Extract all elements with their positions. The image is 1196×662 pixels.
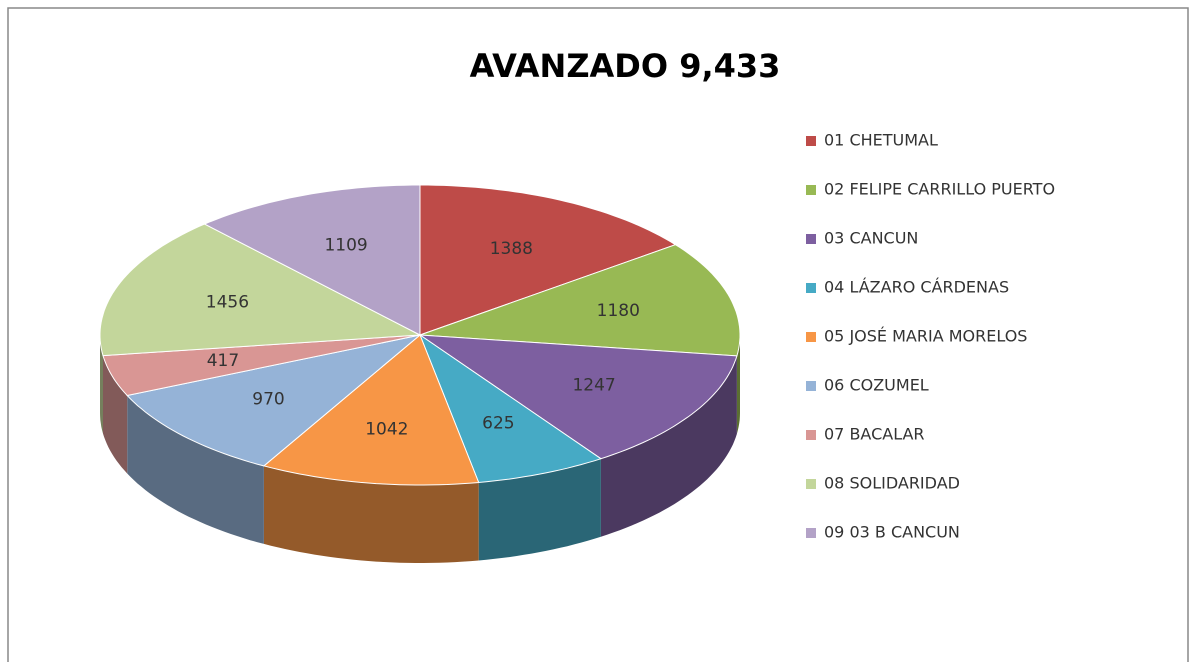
legend-swatch xyxy=(806,136,816,146)
legend-label: 06 COZUMEL xyxy=(824,376,929,395)
legend-label: 02 FELIPE CARRILLO PUERTO xyxy=(824,180,1055,199)
data-label: 1247 xyxy=(572,376,615,396)
data-label: 625 xyxy=(482,414,514,434)
slice xyxy=(99,223,422,357)
data-label: 970 xyxy=(252,390,284,410)
chart-title: AVANZADO 9,433 xyxy=(470,47,781,85)
slice xyxy=(102,334,421,397)
data-label: 1042 xyxy=(365,420,408,440)
data-label: 1109 xyxy=(324,235,367,255)
legend-swatch xyxy=(806,234,816,244)
data-label: 1456 xyxy=(206,292,249,312)
legend-label: 01 CHETUMAL xyxy=(824,131,938,150)
slice-side xyxy=(127,395,264,544)
slice xyxy=(418,334,738,460)
slice-side xyxy=(103,355,128,474)
legend-swatch xyxy=(806,283,816,293)
legend-label: 05 JOSÉ MARIA MORELOS xyxy=(824,327,1027,346)
slice xyxy=(418,333,603,484)
legend-swatch xyxy=(806,332,816,342)
slice-side xyxy=(263,465,479,563)
legend-label: 08 SOLIDARIDAD xyxy=(824,474,960,493)
slice xyxy=(126,334,421,467)
data-label: 417 xyxy=(207,351,239,371)
slice-side xyxy=(736,335,740,434)
slice-side xyxy=(600,355,737,537)
legend-label: 07 BACALAR xyxy=(824,425,925,444)
slice xyxy=(203,184,421,336)
legend-swatch xyxy=(806,185,816,195)
data-label: 1388 xyxy=(490,239,533,259)
data-label: 1180 xyxy=(597,301,640,321)
slice xyxy=(419,184,677,336)
legend-label: 04 LÁZARO CÁRDENAS xyxy=(824,278,1009,297)
legend-swatch xyxy=(806,430,816,440)
legend-label: 03 CANCUN xyxy=(824,229,918,248)
legend-swatch xyxy=(806,381,816,391)
legend-label: 09 03 B CANCUN xyxy=(824,523,960,542)
legend-swatch xyxy=(806,528,816,538)
legend-swatch xyxy=(806,479,816,489)
slice-side xyxy=(478,458,601,561)
slice xyxy=(262,334,480,486)
slice xyxy=(419,244,741,357)
slice-side xyxy=(100,335,103,434)
